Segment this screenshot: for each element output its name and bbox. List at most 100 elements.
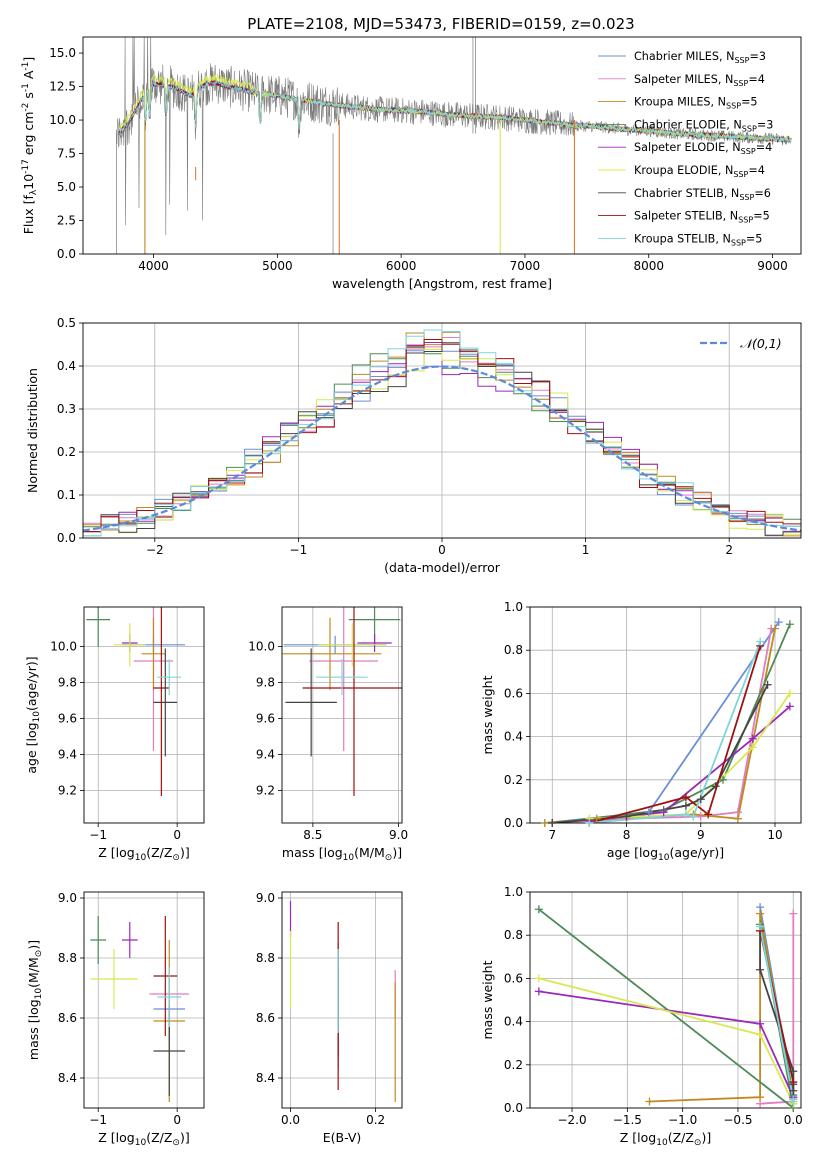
y-tick-label: 9.2 (256, 784, 275, 798)
mass_vs_z-plot-area (90, 916, 189, 1102)
x-tick-label: 10 (767, 828, 782, 842)
residuals-plot-area (83, 329, 801, 538)
mass_vs_z-ylabel: mass [log10(M/M⊙)] (26, 940, 44, 1060)
x-tick-label: −0.5 (723, 1113, 752, 1127)
mass-weight-marker (785, 702, 794, 711)
mass-weight-marker (592, 814, 601, 823)
y-tick-label: 0.8 (504, 928, 523, 942)
legend-entry: Chabrier MILES, NSSP=3 (634, 50, 766, 65)
x-tick-label: 0 (173, 1113, 181, 1127)
legend-entry: Kroupa MILES, NSSP=5 (634, 96, 758, 111)
mass-weight-marker (585, 819, 594, 827)
mass-weight-marker (789, 1086, 798, 1095)
x-tick-label: 8.5 (303, 828, 322, 842)
y-tick-label: 0.0 (57, 247, 76, 261)
mass_vs_ebv-plot-area (289, 901, 396, 1102)
age_vs_z-frame (83, 606, 205, 824)
x-tick-label: 9 (697, 828, 705, 842)
mass-weight-marker (659, 808, 668, 817)
mass-weight-marker (681, 793, 690, 802)
spectrum-plot-area (116, 37, 792, 254)
x-tick-label: 2 (725, 543, 733, 557)
mass-weight-marker (534, 974, 543, 983)
y-tick-label: 0.4 (504, 1015, 523, 1029)
mass-weight-marker (748, 734, 757, 743)
mass-weight-line (589, 645, 762, 823)
x-tick-label: 0 (438, 543, 446, 557)
y-tick-label: 5.0 (57, 180, 76, 194)
legend-entry: Salpeter STELIB, NSSP=5 (634, 210, 770, 225)
x-tick-label: −1.0 (668, 1113, 697, 1127)
mass-weight-marker (756, 1093, 765, 1102)
y-tick-label: 1.0 (504, 600, 523, 614)
observed-spectrum-line (116, 37, 792, 236)
x-tick-label: −2 (146, 543, 164, 557)
x-tick-label: 7000 (510, 259, 541, 273)
mass-weight-marker (540, 819, 549, 827)
y-tick-label: 2.5 (57, 214, 76, 228)
age_vs_mass-xlabel: mass [log10(M/M⊙)] (282, 845, 402, 863)
mass_vs_z-axes: −1 0 8.4 8.6 8.8 9.0 Z [log10(Z/Z⊙)] mass [log1… (26, 891, 205, 1148)
mass-weight-marker (534, 987, 543, 996)
mass-weight-marker (681, 801, 690, 810)
mass_vs_z-frame (83, 891, 205, 1109)
y-tick-label: 0.0 (57, 531, 76, 545)
age_vs_z-plot-area (86, 607, 186, 796)
weight_vs_z-frame (529, 891, 802, 1109)
y-tick-label: 0.1 (57, 488, 76, 502)
y-tick-label: 8.4 (58, 1071, 77, 1085)
legend-entry: Chabrier STELIB, NSSP=6 (634, 187, 771, 202)
age_vs_z-xlabel: Z [log10(Z/Z⊙)] (98, 845, 189, 863)
legend-entry: 𝒩(0,1) (740, 336, 782, 351)
x-tick-label: 8 (623, 828, 631, 842)
mass-weight-marker (785, 620, 794, 629)
mass-weight-marker (789, 1097, 798, 1106)
mass-weight-line (589, 641, 762, 823)
mass-weight-marker (756, 922, 765, 931)
mass-weight-marker (756, 909, 765, 918)
mass_vs_z-xlabel: Z [log10(Z/Z⊙)] (98, 1130, 189, 1148)
y-tick-label: 9.0 (256, 891, 275, 905)
spectrum-xlabel: wavelength [Angstrom, rest frame] (332, 276, 552, 291)
y-tick-label: 0.0 (504, 816, 523, 830)
y-tick-label: 0.6 (504, 686, 523, 700)
y-tick-label: 8.8 (256, 951, 275, 965)
mass-weight-marker (771, 624, 780, 633)
age_vs_z-ylabel: age [log10(age/yr)] (24, 656, 42, 773)
y-tick-label: 8.6 (58, 1011, 77, 1025)
mass-weight-marker (789, 1067, 798, 1076)
mass-weight-marker (756, 1030, 765, 1039)
spectrum-ylabel: Flux [fλ10-17 erg cm-2 s-1 A-1] (21, 57, 39, 235)
residuals-ylabel: Normed distribution (25, 368, 40, 493)
y-tick-label: 0.3 (57, 402, 76, 416)
x-tick-label: 7 (548, 828, 556, 842)
y-tick-label: 0.5 (57, 316, 76, 330)
age_vs_mass-frame (281, 606, 403, 824)
y-tick-label: 9.0 (58, 891, 77, 905)
legend-entry: Salpeter ELODIE, NSSP=4 (634, 141, 772, 156)
mass-weight-marker (644, 808, 653, 817)
mass-weight-marker (789, 909, 798, 918)
age_vs_mass-plot-area (282, 607, 402, 796)
legend-entry: Salpeter MILES, NSSP=4 (634, 73, 765, 88)
y-tick-label: 0.2 (57, 445, 76, 459)
mass-weight-line (538, 908, 795, 1108)
y-tick-label: 9.2 (58, 784, 77, 798)
x-tick-label: 0 (173, 828, 181, 842)
mass-weight-marker (645, 1097, 654, 1106)
normal-reference-curve (83, 365, 801, 532)
y-tick-label: 9.4 (58, 748, 77, 762)
mass-weight-line (552, 623, 791, 823)
mass-weight-marker (763, 680, 772, 689)
model-spectrum-line (118, 79, 792, 144)
y-tick-label: 0.8 (504, 643, 523, 657)
mass-weight-marker (789, 1078, 798, 1087)
mass-weight-marker (696, 812, 705, 821)
mass-weight-marker (689, 812, 698, 821)
mass-weight-marker (696, 795, 705, 804)
weight_vs_z-ylabel: mass weight (480, 960, 495, 1039)
residuals-axes: −2 −1 0 1 2 0.0 0.1 0.2 0.3 0.4 0.5 (data-model)/er… (25, 316, 802, 575)
y-tick-label: 7.5 (57, 147, 76, 161)
x-tick-label: −2.0 (557, 1113, 586, 1127)
spectrum-legend: Chabrier MILES, NSSP=3 Salpeter MILES, NS… (598, 50, 773, 247)
